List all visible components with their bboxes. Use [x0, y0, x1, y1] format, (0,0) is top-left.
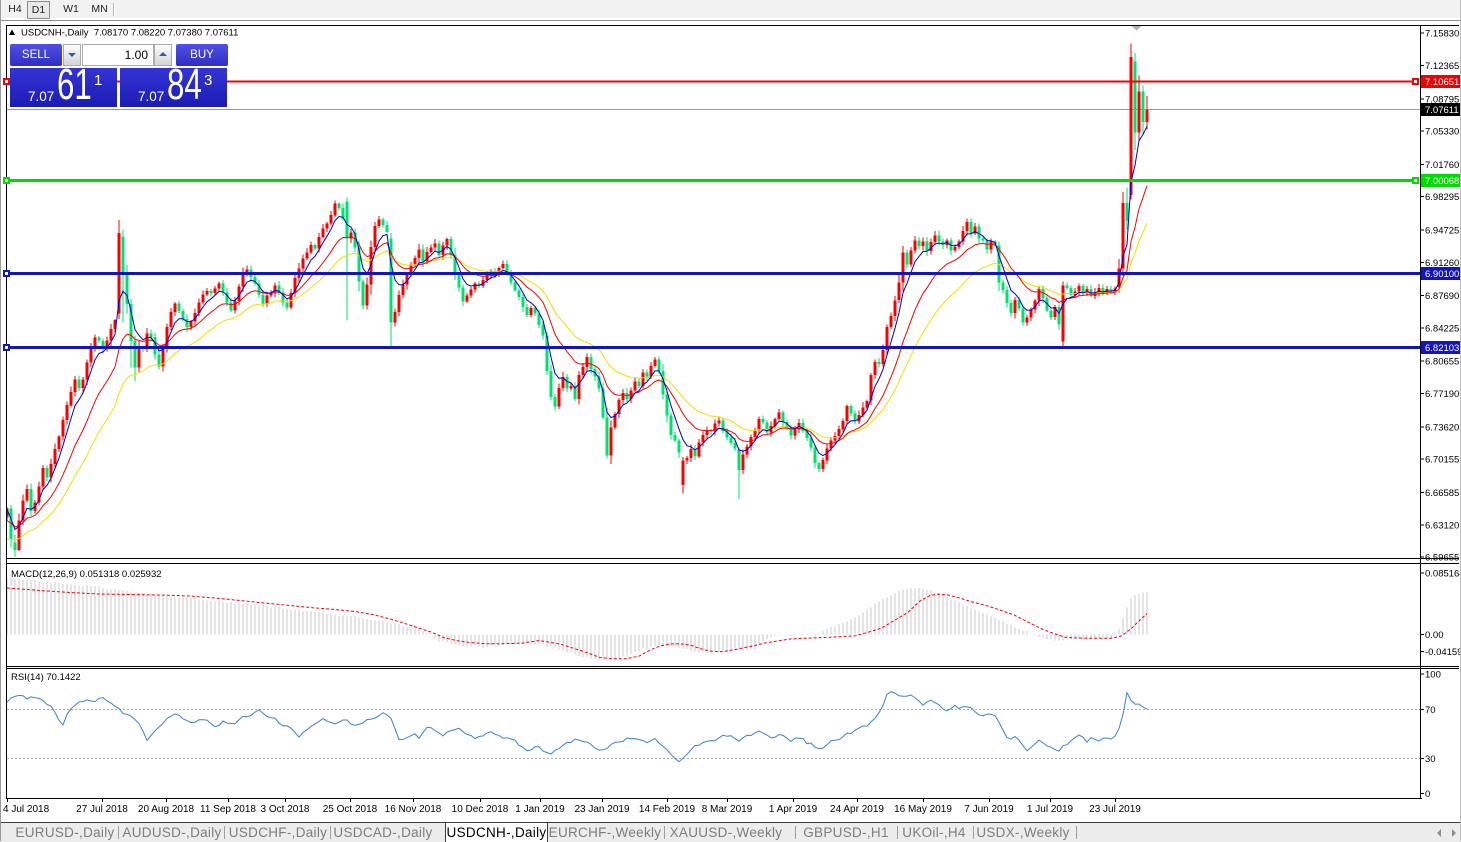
svg-text:7.08795: 7.08795 — [1425, 94, 1459, 105]
svg-text:7.15830: 7.15830 — [1425, 29, 1459, 40]
svg-text:-0.04159: -0.04159 — [1425, 647, 1461, 658]
svg-text:20 Aug 2018: 20 Aug 2018 — [138, 804, 195, 815]
svg-text:23 Jan 2019: 23 Jan 2019 — [574, 804, 629, 815]
svg-text:16 Nov 2018: 16 Nov 2018 — [385, 804, 442, 815]
svg-text:7 Jun 2019: 7 Jun 2019 — [964, 804, 1014, 815]
svg-text:6.90100: 6.90100 — [1425, 269, 1459, 280]
svg-text:7.12365: 7.12365 — [1425, 61, 1459, 72]
svg-text:7.10651: 7.10651 — [1425, 77, 1459, 88]
svg-text:6.80655: 6.80655 — [1425, 357, 1459, 368]
svg-text:USDCNH-,Daily 7.08170 7.08220: USDCNH-,Daily 7.08170 7.08220 7.07380 7.… — [21, 28, 238, 39]
svg-text:6.87690: 6.87690 — [1425, 291, 1459, 302]
svg-text:6.82103: 6.82103 — [1425, 343, 1459, 354]
svg-text:3 Oct 2018: 3 Oct 2018 — [261, 804, 310, 815]
svg-text:6.91260: 6.91260 — [1425, 258, 1459, 269]
svg-text:11 Sep 2018: 11 Sep 2018 — [200, 804, 256, 815]
svg-text:24 Apr 2019: 24 Apr 2019 — [830, 804, 884, 815]
svg-text:70: 70 — [1425, 705, 1436, 716]
svg-text:6.63120: 6.63120 — [1425, 520, 1459, 531]
svg-text:30: 30 — [1425, 754, 1436, 765]
svg-text:6.70155: 6.70155 — [1425, 455, 1459, 466]
svg-text:7.00068: 7.00068 — [1425, 176, 1459, 187]
svg-text:100: 100 — [1425, 670, 1441, 681]
svg-text:1 Jul 2019: 1 Jul 2019 — [1027, 804, 1074, 815]
svg-text:7.07611: 7.07611 — [1425, 105, 1459, 116]
svg-text:0.085164: 0.085164 — [1425, 569, 1461, 580]
svg-text:MACD(12,26,9) 0.051318 0.02593: MACD(12,26,9) 0.051318 0.025932 — [11, 569, 162, 580]
svg-text:16 May 2019: 16 May 2019 — [894, 804, 952, 815]
svg-text:4 Jul 2018: 4 Jul 2018 — [3, 804, 50, 815]
svg-text:0.00: 0.00 — [1425, 630, 1444, 641]
svg-text:8 Mar 2019: 8 Mar 2019 — [702, 804, 753, 815]
svg-text:6.84225: 6.84225 — [1425, 323, 1459, 334]
svg-text:RSI(14) 70.1422: RSI(14) 70.1422 — [11, 672, 81, 683]
svg-text:25 Oct 2018: 25 Oct 2018 — [323, 804, 378, 815]
svg-text:1 Jan 2019: 1 Jan 2019 — [515, 804, 565, 815]
svg-text:6.59655: 6.59655 — [1425, 553, 1459, 564]
svg-text:23 Jul 2019: 23 Jul 2019 — [1089, 804, 1141, 815]
svg-text:1 Apr 2019: 1 Apr 2019 — [769, 804, 818, 815]
svg-text:6.73620: 6.73620 — [1425, 422, 1459, 433]
svg-text:6.66585: 6.66585 — [1425, 488, 1459, 499]
svg-text:6.77190: 6.77190 — [1425, 389, 1459, 400]
svg-text:10 Dec 2018: 10 Dec 2018 — [452, 804, 509, 815]
svg-text:7.01760: 7.01760 — [1425, 160, 1459, 171]
svg-text:14 Feb 2019: 14 Feb 2019 — [639, 804, 696, 815]
svg-text:6.94725: 6.94725 — [1425, 226, 1459, 237]
svg-text:7.05330: 7.05330 — [1425, 127, 1459, 138]
svg-text:6.98295: 6.98295 — [1425, 192, 1459, 203]
svg-text:0: 0 — [1425, 789, 1430, 800]
svg-text:27 Jul 2018: 27 Jul 2018 — [76, 804, 128, 815]
